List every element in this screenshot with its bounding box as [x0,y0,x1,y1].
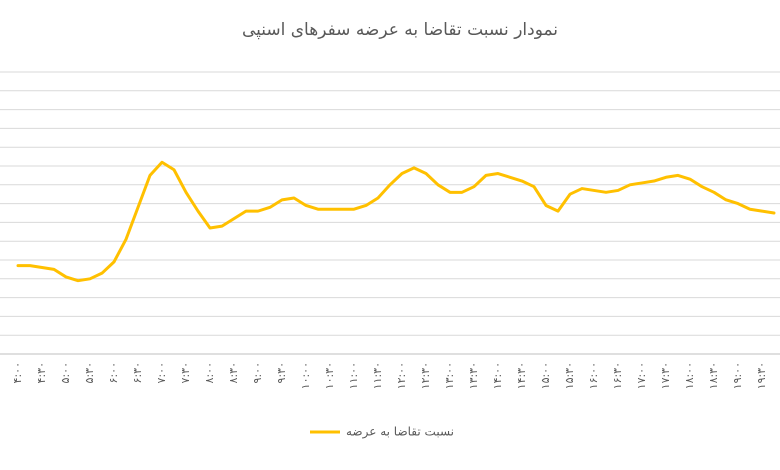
x-tick-label: ۱۸:۰۰ [683,362,696,389]
x-tick-label: ۱۵:۰۰ [539,362,552,389]
x-tick-label: ۱۹:۰۰ [731,362,744,389]
x-tick-label: ۷:۰۰ [155,362,168,383]
x-tick-label: ۵:۳۰ [83,362,96,383]
x-tick-label: ۹:۰۰ [251,362,264,383]
x-tick-label: ۱۲:۳۰ [419,362,432,389]
x-tick-label: ۱۵:۳۰ [563,362,576,389]
x-tick-label: ۵:۰۰ [59,362,72,383]
x-tick-label: ۴:۰۰ [11,362,24,383]
x-tick-label: ۱۲:۰۰ [395,362,408,389]
x-tick-label: ۱۱:۳۰ [371,362,384,389]
legend-label: نسبت تقاضا به عرضه [346,425,454,440]
x-tick-label: ۱۷:۰۰ [635,362,648,389]
x-tick-label: ۷:۳۰ [179,362,192,383]
x-tick-label: ۸:۰۰ [203,362,216,383]
x-tick-label: ۱۰:۰۰ [299,362,312,389]
x-tick-label: ۱۱:۰۰ [347,362,360,389]
x-tick-label: ۱۸:۳۰ [707,362,720,389]
x-tick-label: ۱۹:۳۰ [755,362,768,389]
x-tick-label: ۹:۳۰ [275,362,288,383]
x-tick-label: ۱۴:۳۰ [515,362,528,389]
x-tick-label: ۶:۰۰ [107,362,120,383]
chart-title: نمودار نسبت تقاضا به عرضه سفرهای اسنپی [242,20,558,40]
x-tick-label: ۱۳:۰۰ [443,362,456,389]
series-line [16,160,776,283]
x-tick-label: ۶:۳۰ [131,362,144,383]
x-tick-label: ۱۶:۳۰ [611,362,624,389]
x-tick-label: ۱۷:۳۰ [659,362,672,389]
x-tick-label: ۱۰:۳۰ [323,362,336,389]
x-tick-label: ۸:۳۰ [227,362,240,383]
x-tick-label: ۱۶:۰۰ [587,362,600,389]
x-tick-label: ۱۳:۳۰ [467,362,480,389]
x-tick-label: ۱۴:۰۰ [491,362,504,389]
x-tick-label: ۴:۳۰ [35,362,48,383]
